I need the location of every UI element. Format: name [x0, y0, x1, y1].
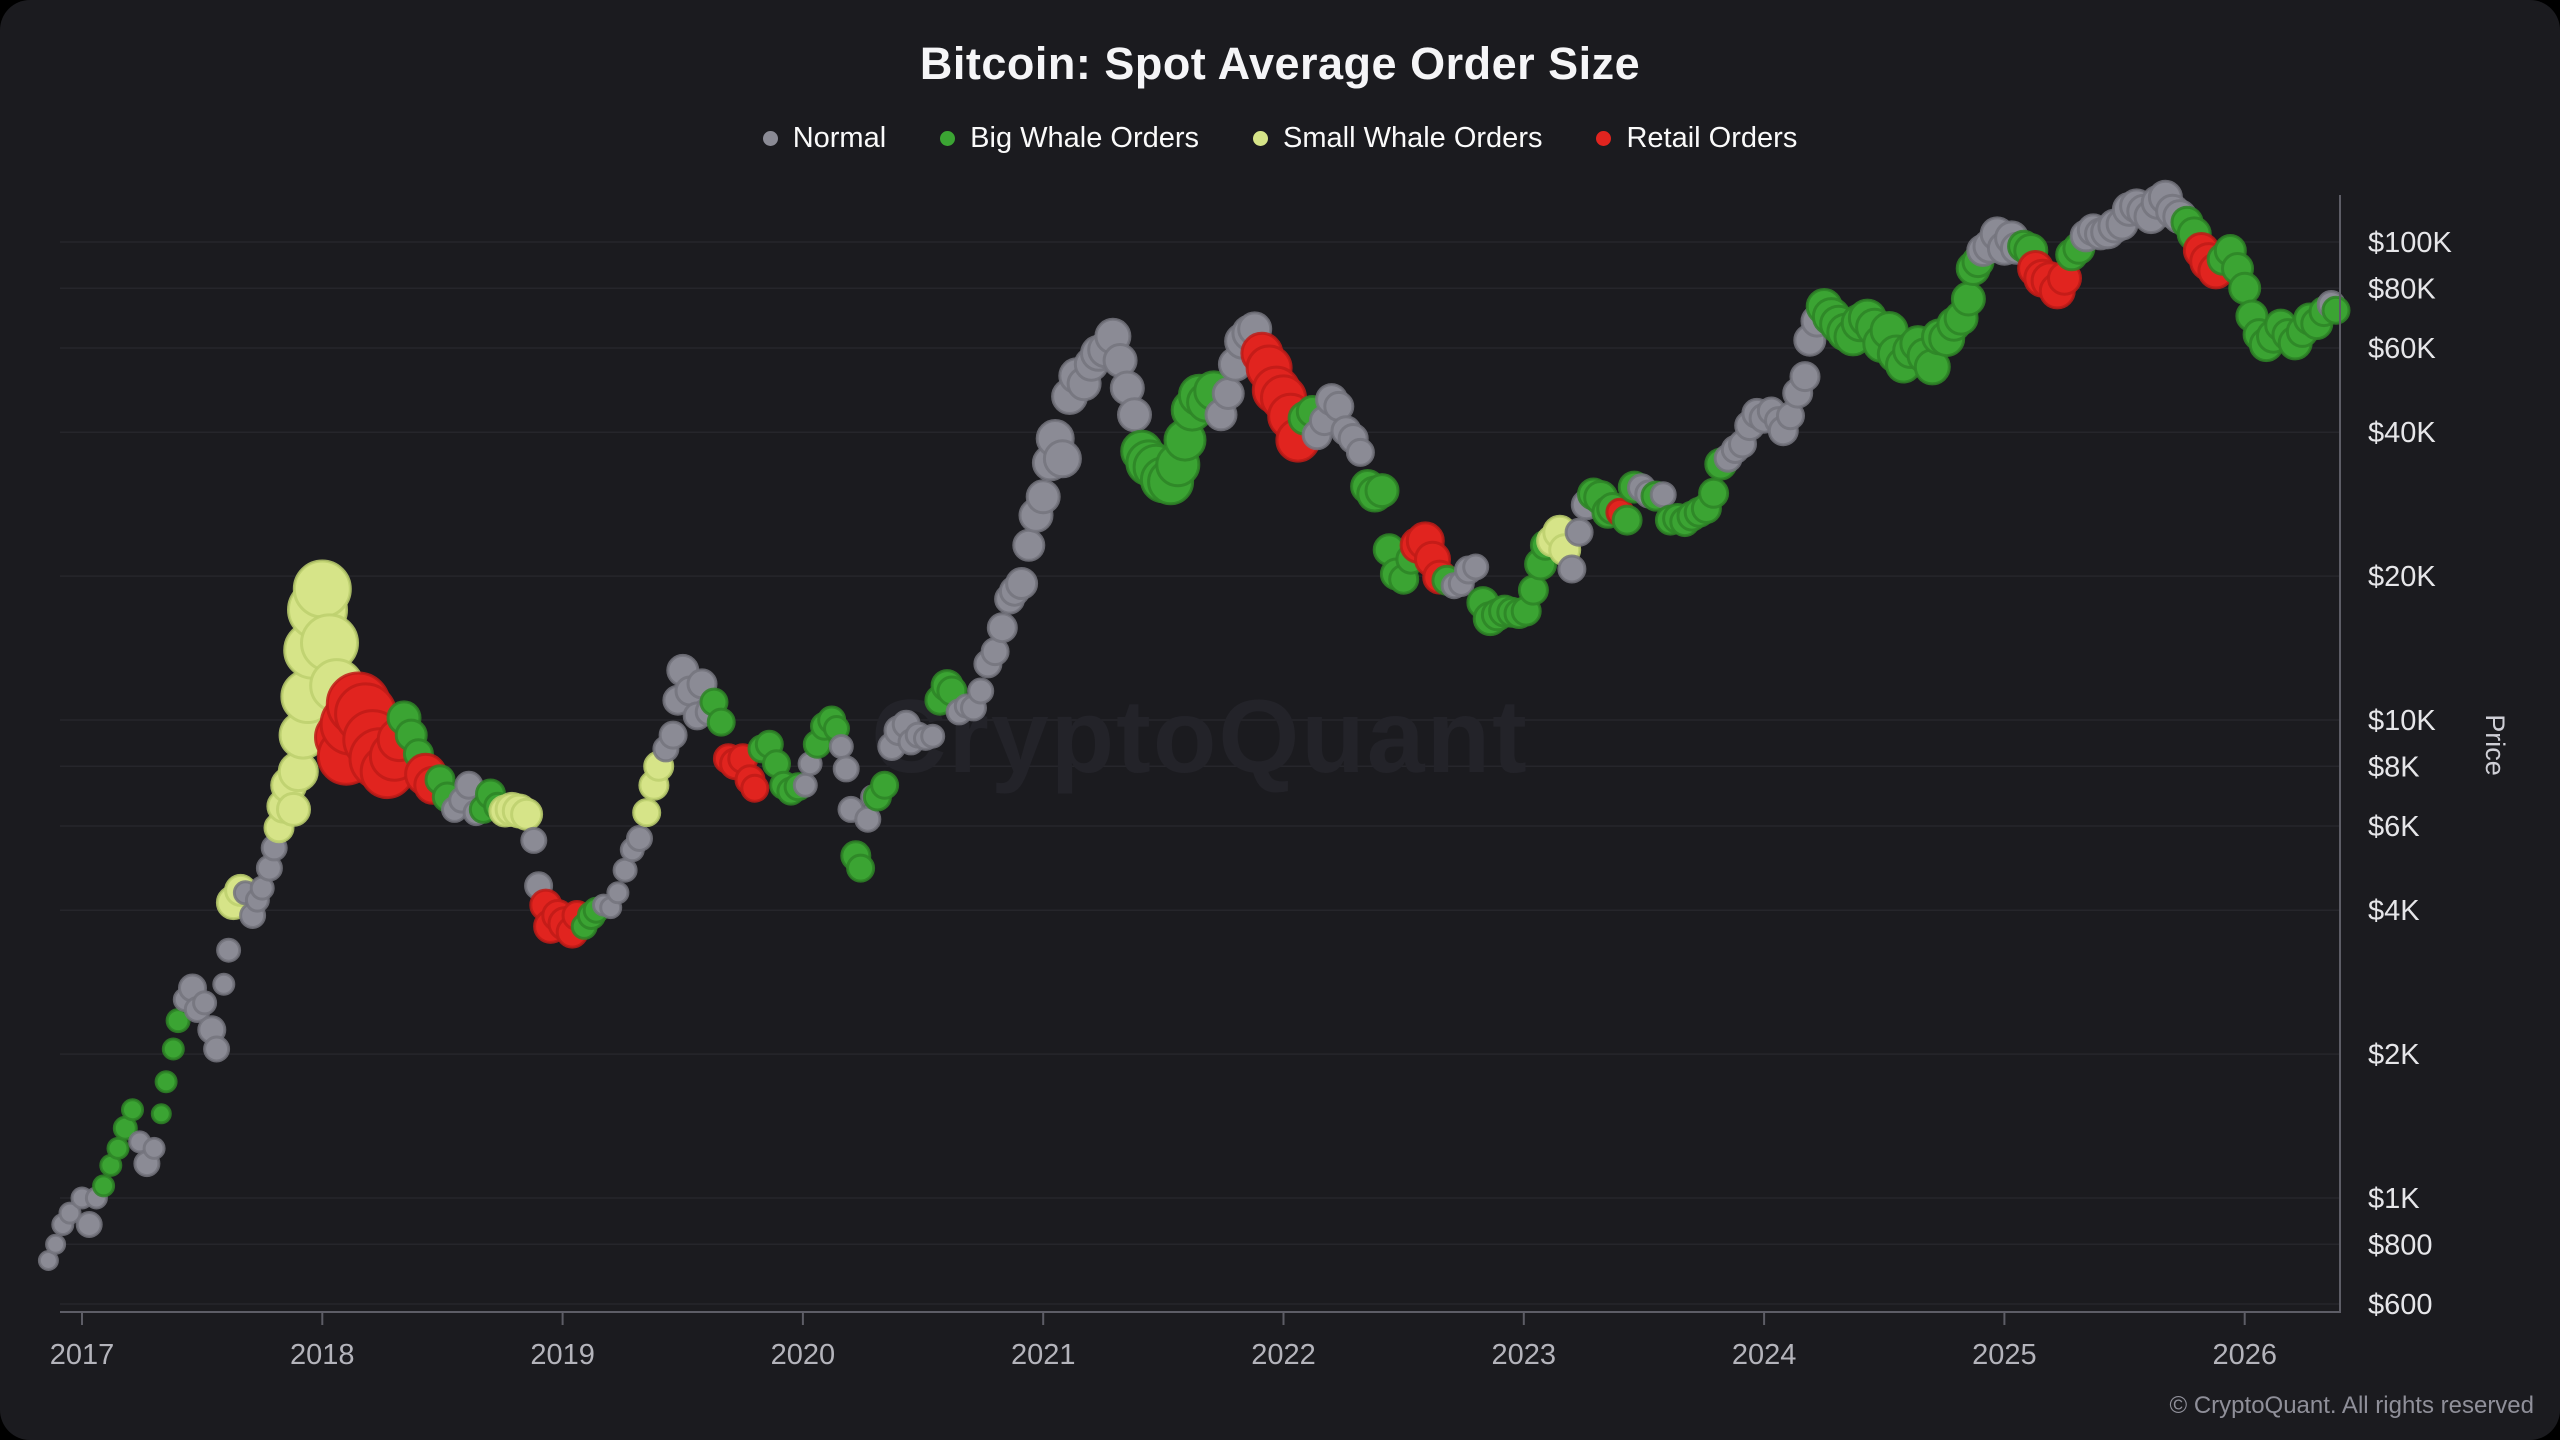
y-tick-label: $800	[2368, 1229, 2433, 1261]
data-point-n	[1649, 481, 1677, 509]
data-point-n	[986, 612, 1018, 644]
data-point-n	[626, 825, 653, 852]
x-tick-label: 2023	[1492, 1339, 1557, 1371]
x-tick-label: 2026	[2212, 1339, 2277, 1371]
data-point-b	[1950, 281, 1986, 317]
data-point-b	[92, 1174, 116, 1198]
legend-item-small-whale[interactable]: Small Whale Orders	[1253, 122, 1542, 155]
x-tick-label: 2019	[530, 1339, 595, 1371]
data-point-n	[75, 1211, 103, 1238]
x-tick-label: 2025	[1972, 1339, 2037, 1371]
y-tick-label: $600	[2368, 1289, 2433, 1321]
legend-item-retail[interactable]: Retail Orders	[1596, 122, 1797, 155]
legend-label-normal: Normal	[792, 122, 887, 154]
x-tick-label: 2020	[771, 1339, 836, 1371]
x-tick-label: 2017	[50, 1339, 115, 1371]
data-point-s	[632, 798, 662, 828]
y-tick-label: $80K	[2368, 273, 2436, 305]
data-point-b	[2321, 295, 2351, 325]
data-point-n	[832, 755, 860, 783]
data-point-b	[121, 1098, 144, 1122]
data-point-n	[1564, 517, 1594, 547]
data-point-r	[740, 773, 770, 803]
y-tick-label: $10K	[2368, 705, 2436, 737]
data-point-n	[1789, 361, 1821, 393]
y-tick-label: $4K	[2368, 895, 2420, 927]
data-point-n	[658, 720, 688, 750]
data-point-b	[846, 853, 876, 883]
data-point-n	[612, 857, 638, 883]
data-point-n	[1042, 439, 1082, 479]
x-tick-label: 2018	[290, 1339, 355, 1371]
data-point-n	[1025, 479, 1061, 515]
data-point-n	[216, 937, 242, 963]
data-point-n	[58, 1201, 82, 1225]
data-point-n	[606, 881, 630, 905]
data-point-n	[1345, 437, 1375, 467]
data-point-n	[1211, 377, 1245, 410]
data-point-n	[1005, 567, 1039, 600]
y-tick-label: $8K	[2368, 751, 2420, 783]
data-point-s	[276, 791, 311, 827]
data-point-n	[142, 1136, 166, 1160]
y-tick-label: $60K	[2368, 333, 2436, 365]
retail-legend-dot-icon	[1596, 131, 1612, 146]
data-point-b	[870, 770, 900, 800]
data-point-n	[520, 826, 548, 854]
data-point-b	[106, 1136, 130, 1160]
legend: Normal Big Whale Orders Small Whale Orde…	[0, 122, 2560, 155]
data-point-b	[1698, 477, 1730, 509]
y-tick-label: $6K	[2368, 811, 2420, 843]
data-point-n	[203, 1035, 231, 1063]
data-point-b	[150, 1103, 172, 1125]
data-point-n	[45, 1233, 67, 1255]
chart-title: Bitcoin: Spot Average Order Size	[919, 38, 1641, 89]
y-tick-label: $20K	[2368, 561, 2436, 593]
big-whale-legend-dot-icon	[940, 131, 956, 146]
data-point-b	[1611, 504, 1643, 536]
copyright-text: © CryptoQuant. All rights reserved	[2169, 1392, 2535, 1419]
y-axis-title: Price	[2480, 714, 2510, 776]
data-point-n	[967, 677, 995, 705]
data-point-n	[828, 734, 854, 759]
data-point-n	[1117, 397, 1152, 433]
data-point-n	[920, 723, 946, 749]
small-whale-legend-dot-icon	[1253, 131, 1269, 146]
data-point-s	[510, 797, 544, 831]
data-point-b	[161, 1037, 185, 1061]
legend-label-retail: Retail Orders	[1626, 122, 1798, 154]
data-point-n	[192, 990, 218, 1016]
data-point-b	[706, 707, 736, 737]
x-tick-label: 2022	[1251, 1339, 1316, 1371]
data-point-n	[792, 772, 818, 798]
data-point-b	[1517, 574, 1549, 606]
data-point-s	[292, 559, 352, 619]
y-tick-label: $40K	[2368, 417, 2436, 449]
data-point-n	[212, 972, 236, 996]
data-point-n	[1557, 554, 1587, 584]
data-point-b	[2228, 271, 2262, 305]
legend-label-big-whale: Big Whale Orders	[970, 122, 1200, 154]
legend-item-normal[interactable]: Normal	[762, 122, 887, 155]
data-point-b	[1364, 473, 1400, 509]
data-point-b	[154, 1070, 178, 1094]
legend-item-big-whale[interactable]: Big Whale Orders	[940, 122, 1199, 155]
y-tick-label: $100K	[2368, 227, 2453, 259]
x-tick-label: 2021	[1011, 1339, 1076, 1371]
legend-label-small-whale: Small Whale Orders	[1283, 122, 1543, 154]
y-tick-label: $2K	[2368, 1039, 2420, 1071]
y-tick-label: $1K	[2368, 1183, 2420, 1215]
data-point-n	[1012, 528, 1046, 562]
data-point-n	[1462, 553, 1490, 581]
normal-legend-dot-icon	[762, 131, 778, 146]
x-tick-label: 2024	[1732, 1339, 1797, 1371]
